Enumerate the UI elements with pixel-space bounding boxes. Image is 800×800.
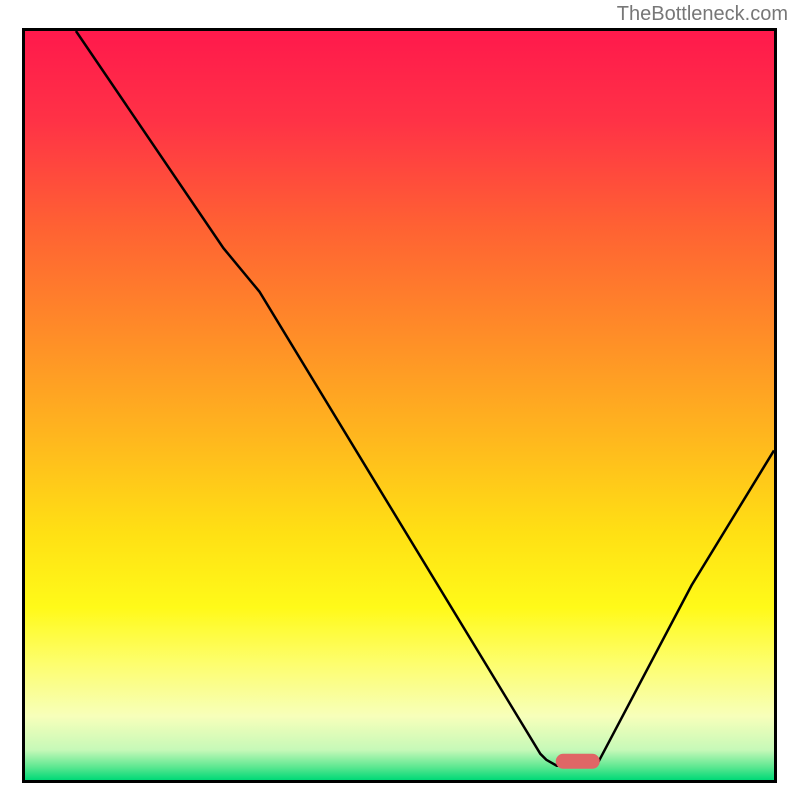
plot-frame bbox=[22, 28, 777, 783]
curve-layer bbox=[25, 31, 774, 780]
chart-container: TheBottleneck.com bbox=[0, 0, 800, 800]
watermark-text: TheBottleneck.com bbox=[617, 3, 788, 26]
optimum-marker bbox=[556, 754, 600, 769]
bottleneck-curve bbox=[76, 31, 774, 766]
